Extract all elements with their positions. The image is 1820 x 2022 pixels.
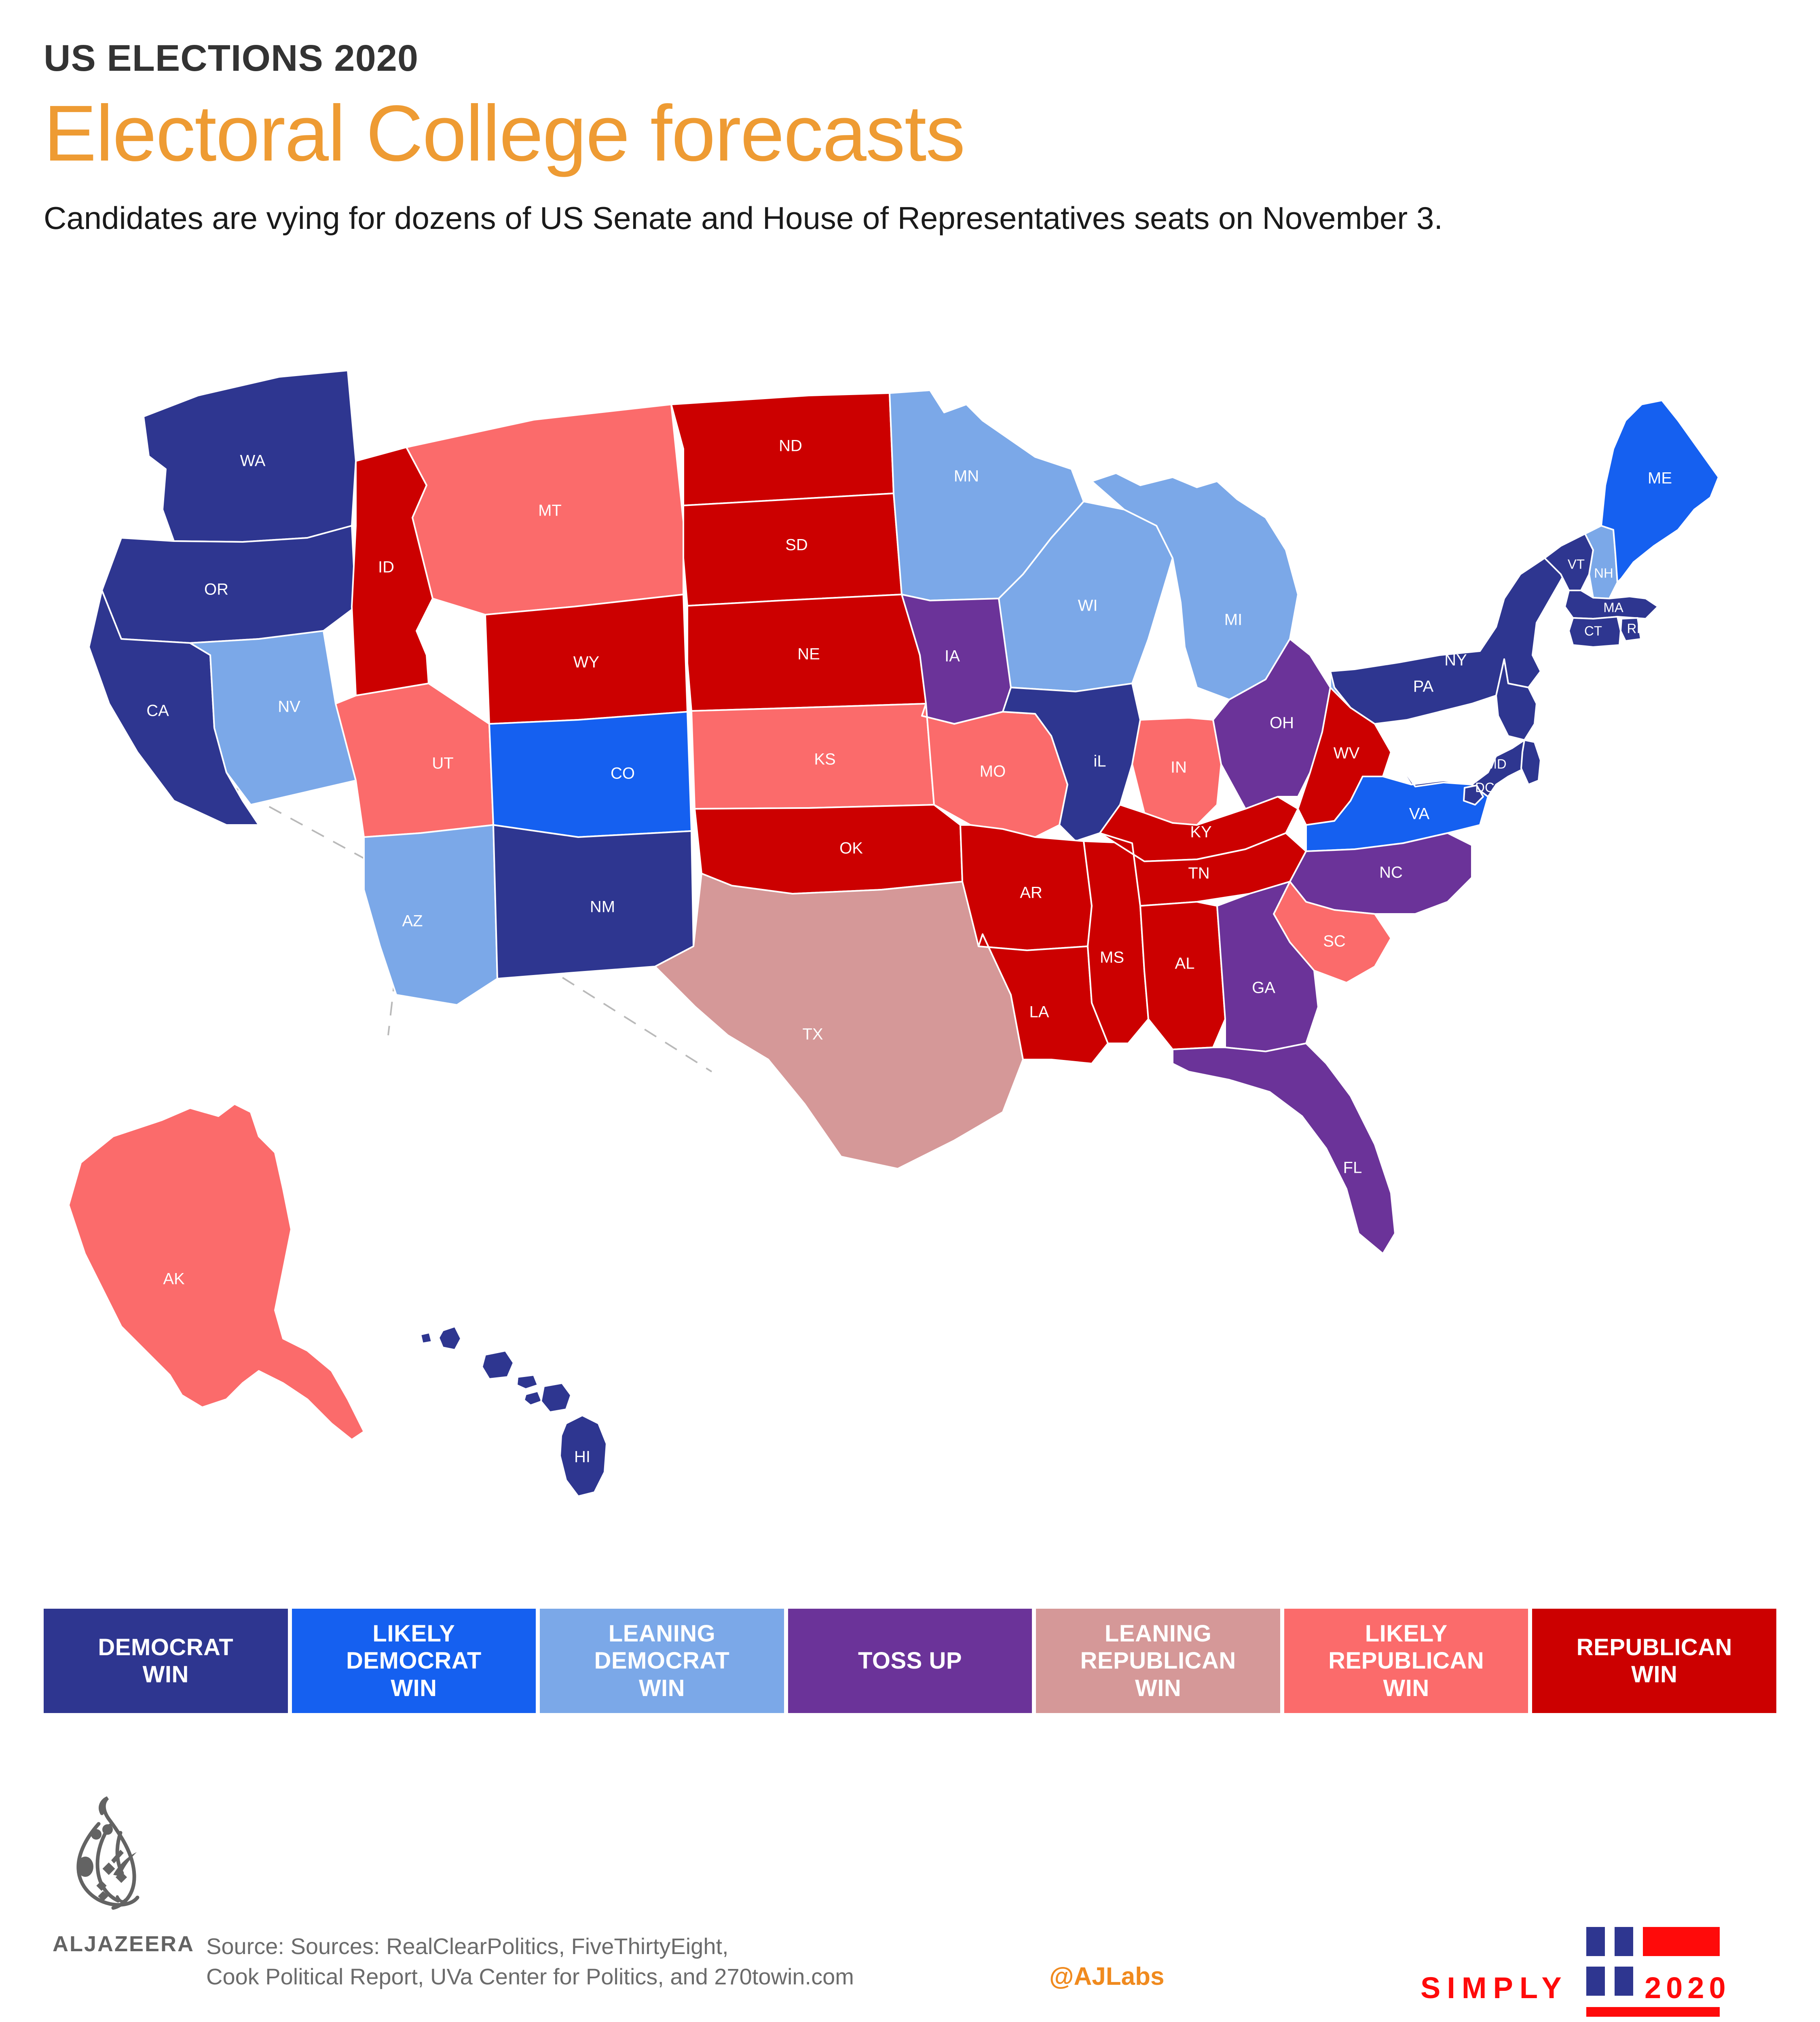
state-sd[interactable]: [683, 493, 903, 607]
logo-bar-top: [1643, 1927, 1720, 1956]
state-hi-niihau[interactable]: [420, 1332, 433, 1344]
header: US ELECTIONS 2020 Electoral College fore…: [44, 40, 1661, 239]
legend-label-leaning-republican-win: LEANING REPUBLICAN WIN: [1080, 1620, 1236, 1701]
state-nv[interactable]: [189, 630, 357, 806]
state-hi-lanai[interactable]: [523, 1390, 543, 1406]
legend-item-republican-win[interactable]: REPUBLICAN WIN: [1532, 1609, 1777, 1713]
state-or[interactable]: [101, 525, 357, 644]
source-block: Source: Sources: RealClearPolitics, Five…: [206, 1931, 1258, 1992]
legend-label-democrat-win: DEMOCRAT WIN: [98, 1634, 234, 1688]
legend-label-republican-win: REPUBLICAN WIN: [1576, 1634, 1732, 1688]
state-il[interactable]: [1002, 683, 1141, 842]
state-hi-kauai[interactable]: [438, 1326, 462, 1351]
legend-label-toss-up: TOSS UP: [858, 1648, 962, 1674]
legend-item-likely-democrat-win[interactable]: LIKELY DEMOCRAT WIN: [292, 1609, 536, 1713]
state-in[interactable]: [1131, 717, 1222, 826]
state-co[interactable]: [488, 711, 692, 838]
states-group[interactable]: [68, 370, 1719, 1497]
ajlabs-handle[interactable]: @AJLabs: [1049, 1963, 1165, 1990]
state-ct[interactable]: [1568, 616, 1621, 648]
kicker-label: US ELECTIONS 2020: [44, 38, 419, 79]
legend-label-likely-democrat-win: LIKELY DEMOCRAT WIN: [346, 1620, 482, 1701]
state-ok[interactable]: [694, 804, 963, 895]
state-la[interactable]: [978, 933, 1109, 1064]
state-ne[interactable]: [687, 594, 927, 712]
logo-bar-bottom: [1586, 2007, 1720, 2017]
legend-item-leaning-democrat-win[interactable]: LEANING DEMOCRAT WIN: [540, 1609, 784, 1713]
state-hi-maui[interactable]: [540, 1382, 572, 1413]
state-mt[interactable]: [406, 404, 684, 615]
state-hi-hawaii[interactable]: [559, 1415, 607, 1497]
logo-square-top-right: [1615, 1927, 1633, 1956]
legend-label-likely-republican-win: LIKELY REPUBLICAN WIN: [1328, 1620, 1484, 1701]
state-nm[interactable]: [493, 824, 694, 979]
aljazeera-flame-icon: [76, 1796, 140, 1910]
logo-square-mid-right: [1615, 1967, 1633, 1996]
state-ny[interactable]: [1330, 545, 1570, 725]
state-nd[interactable]: [670, 392, 894, 506]
label-nj: NJ: [1540, 703, 1556, 718]
simply-2020-logo: SIMPLY 2020: [1399, 1923, 1780, 2017]
state-tx[interactable]: [654, 873, 1024, 1170]
state-wy[interactable]: [484, 594, 688, 725]
state-ut[interactable]: [335, 683, 494, 838]
legend-item-likely-republican-win[interactable]: LIKELY REPUBLICAN WIN: [1284, 1609, 1528, 1713]
footer: ALJAZEERA Source: Sources: RealClearPoli…: [0, 1779, 1820, 2022]
legend-item-toss-up[interactable]: TOSS UP: [788, 1609, 1032, 1713]
state-hi-oahu[interactable]: [481, 1350, 514, 1380]
simply-wordmark: SIMPLY: [1420, 1971, 1568, 2005]
source-line-2: Cook Political Report, UVa Center for Po…: [206, 1964, 854, 1990]
label-de: DE: [1542, 757, 1560, 772]
us-choropleth-map[interactable]: WA OR CA NV ID MT WY UT CO AZ NM ND SD N…: [0, 348, 1820, 1553]
state-az[interactable]: [363, 824, 498, 1006]
legend-item-democrat-win[interactable]: DEMOCRAT WIN: [44, 1609, 288, 1713]
map-svg[interactable]: WA OR CA NV ID MT WY UT CO AZ NM ND SD N…: [0, 348, 1820, 1553]
state-de[interactable]: [1520, 739, 1541, 785]
logo-year: 2020: [1645, 1971, 1731, 2005]
legend: DEMOCRAT WIN LIKELY DEMOCRAT WIN LEANING…: [44, 1609, 1777, 1713]
state-dc[interactable]: [1463, 785, 1484, 806]
state-ga[interactable]: [1216, 881, 1319, 1052]
logo-square-top-left: [1586, 1927, 1605, 1956]
state-hi-molokai[interactable]: [516, 1374, 539, 1390]
aljazeera-wordmark: ALJAZEERA: [53, 1932, 195, 1956]
state-wa[interactable]: [143, 370, 357, 543]
state-id[interactable]: [351, 446, 433, 696]
source-line-1: Source: Sources: RealClearPolitics, Five…: [206, 1933, 729, 1959]
subtitle-text: Candidates are vying for dozens of US Se…: [44, 200, 1443, 236]
state-al[interactable]: [1139, 901, 1226, 1050]
logo-square-mid-left: [1586, 1967, 1605, 1996]
state-me[interactable]: [1600, 400, 1719, 583]
state-ks[interactable]: [691, 703, 935, 810]
state-nj[interactable]: [1495, 658, 1537, 741]
state-ri[interactable]: [1620, 617, 1642, 642]
state-ar[interactable]: [960, 824, 1093, 951]
state-ak[interactable]: [68, 1103, 365, 1440]
legend-item-leaning-republican-win[interactable]: LEANING REPUBLICAN WIN: [1036, 1609, 1280, 1713]
state-fl[interactable]: [1172, 1043, 1396, 1254]
page-title: Electoral College forecasts: [44, 89, 965, 178]
legend-label-leaning-democrat-win: LEANING DEMOCRAT WIN: [594, 1620, 730, 1701]
aljazeera-logo: ALJAZEERA: [53, 1796, 195, 1956]
